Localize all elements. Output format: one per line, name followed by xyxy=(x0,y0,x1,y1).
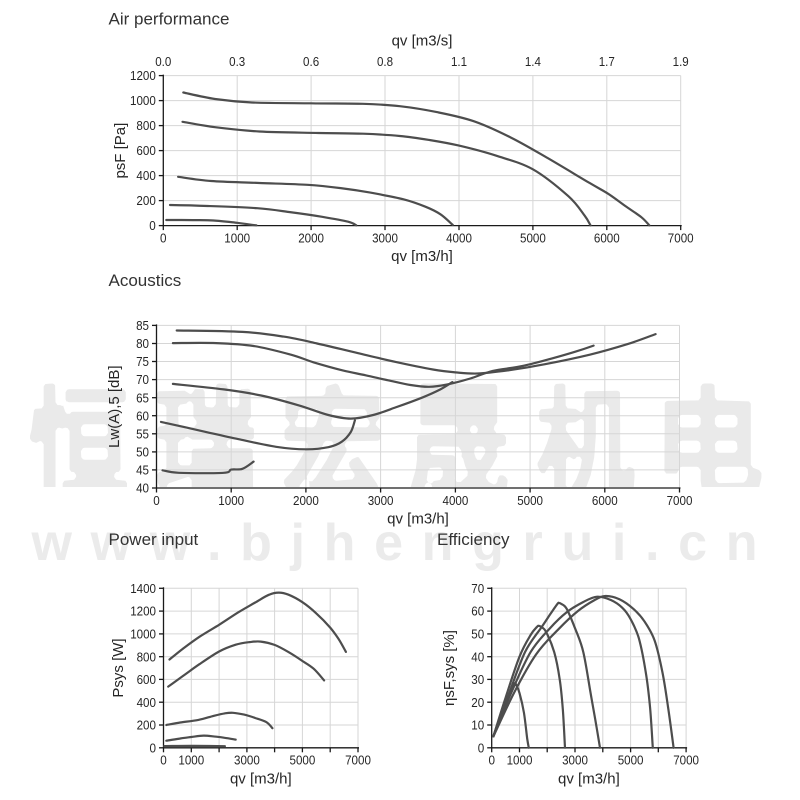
svg-text:Lw(A),5 [dB]: Lw(A),5 [dB] xyxy=(106,365,123,448)
svg-text:ηsF,sys [%]: ηsF,sys [%] xyxy=(441,630,458,706)
svg-text:psF [Pa]: psF [Pa] xyxy=(112,123,129,179)
svg-text:75: 75 xyxy=(136,354,149,369)
svg-text:5000: 5000 xyxy=(517,493,543,508)
svg-text:Power input: Power input xyxy=(109,530,199,549)
svg-text:40: 40 xyxy=(471,649,484,664)
svg-text:1.7: 1.7 xyxy=(599,54,615,69)
svg-text:600: 600 xyxy=(137,672,156,687)
svg-text:qv [m3/s]: qv [m3/s] xyxy=(392,33,453,50)
svg-text:Efficiency: Efficiency xyxy=(437,530,510,549)
svg-text:4000: 4000 xyxy=(443,493,469,508)
svg-text:5000: 5000 xyxy=(520,230,546,245)
svg-text:4000: 4000 xyxy=(446,230,472,245)
svg-text:1000: 1000 xyxy=(130,93,156,108)
svg-text:qv [m3/h]: qv [m3/h] xyxy=(387,511,449,528)
svg-text:80: 80 xyxy=(136,336,149,351)
svg-text:qv [m3/h]: qv [m3/h] xyxy=(230,771,292,788)
svg-text:0: 0 xyxy=(478,740,485,755)
svg-text:800: 800 xyxy=(137,649,156,664)
svg-text:45: 45 xyxy=(136,463,149,478)
svg-text:5000: 5000 xyxy=(618,753,644,768)
svg-text:85: 85 xyxy=(136,318,149,333)
svg-text:5000: 5000 xyxy=(290,753,316,768)
svg-text:55: 55 xyxy=(136,426,149,441)
svg-text:40: 40 xyxy=(136,481,149,496)
svg-text:400: 400 xyxy=(137,695,156,710)
svg-text:1200: 1200 xyxy=(130,68,156,83)
svg-text:2000: 2000 xyxy=(298,230,324,245)
svg-text:7000: 7000 xyxy=(667,493,693,508)
svg-text:65: 65 xyxy=(136,390,149,405)
svg-text:Acoustics: Acoustics xyxy=(109,271,182,290)
svg-text:30: 30 xyxy=(471,672,484,687)
svg-text:Psys [W]: Psys [W] xyxy=(110,638,127,697)
svg-text:qv [m3/h]: qv [m3/h] xyxy=(558,771,620,788)
svg-text:3000: 3000 xyxy=(372,230,398,245)
svg-text:6000: 6000 xyxy=(592,493,618,508)
svg-text:0: 0 xyxy=(149,218,156,233)
svg-text:0: 0 xyxy=(488,753,495,768)
svg-text:1400: 1400 xyxy=(130,581,156,596)
svg-text:1.4: 1.4 xyxy=(525,54,541,69)
svg-text:50: 50 xyxy=(471,627,484,642)
svg-text:7000: 7000 xyxy=(673,753,699,768)
svg-text:60: 60 xyxy=(471,604,484,619)
svg-text:0.3: 0.3 xyxy=(229,54,245,69)
svg-text:1200: 1200 xyxy=(130,604,156,619)
svg-text:3000: 3000 xyxy=(368,493,394,508)
svg-text:1000: 1000 xyxy=(130,627,156,642)
svg-text:0: 0 xyxy=(160,753,167,768)
svg-text:0.0: 0.0 xyxy=(155,54,171,69)
svg-text:10: 10 xyxy=(471,718,484,733)
svg-text:2000: 2000 xyxy=(293,493,319,508)
svg-text:1.1: 1.1 xyxy=(451,54,467,69)
svg-text:70: 70 xyxy=(471,581,484,596)
svg-text:6000: 6000 xyxy=(594,230,620,245)
svg-text:20: 20 xyxy=(471,695,484,710)
svg-text:0: 0 xyxy=(150,740,157,755)
svg-text:Air performance: Air performance xyxy=(109,10,230,29)
svg-text:400: 400 xyxy=(136,168,155,183)
svg-text:200: 200 xyxy=(137,718,156,733)
svg-text:0: 0 xyxy=(153,493,160,508)
svg-text:1000: 1000 xyxy=(224,230,250,245)
svg-text:200: 200 xyxy=(136,193,155,208)
svg-text:0: 0 xyxy=(160,230,167,245)
svg-text:0.6: 0.6 xyxy=(303,54,319,69)
svg-text:70: 70 xyxy=(136,372,149,387)
svg-text:7000: 7000 xyxy=(345,753,371,768)
svg-text:1000: 1000 xyxy=(507,753,533,768)
svg-text:7000: 7000 xyxy=(668,230,694,245)
svg-text:3000: 3000 xyxy=(234,753,260,768)
svg-text:50: 50 xyxy=(136,445,149,460)
svg-text:3000: 3000 xyxy=(562,753,588,768)
svg-text:600: 600 xyxy=(136,143,155,158)
svg-text:1000: 1000 xyxy=(178,753,204,768)
svg-text:1.9: 1.9 xyxy=(673,54,689,69)
svg-text:1000: 1000 xyxy=(218,493,244,508)
svg-text:0.8: 0.8 xyxy=(377,54,393,69)
svg-text:qv [m3/h]: qv [m3/h] xyxy=(391,248,453,265)
svg-text:60: 60 xyxy=(136,408,149,423)
svg-text:800: 800 xyxy=(136,118,155,133)
